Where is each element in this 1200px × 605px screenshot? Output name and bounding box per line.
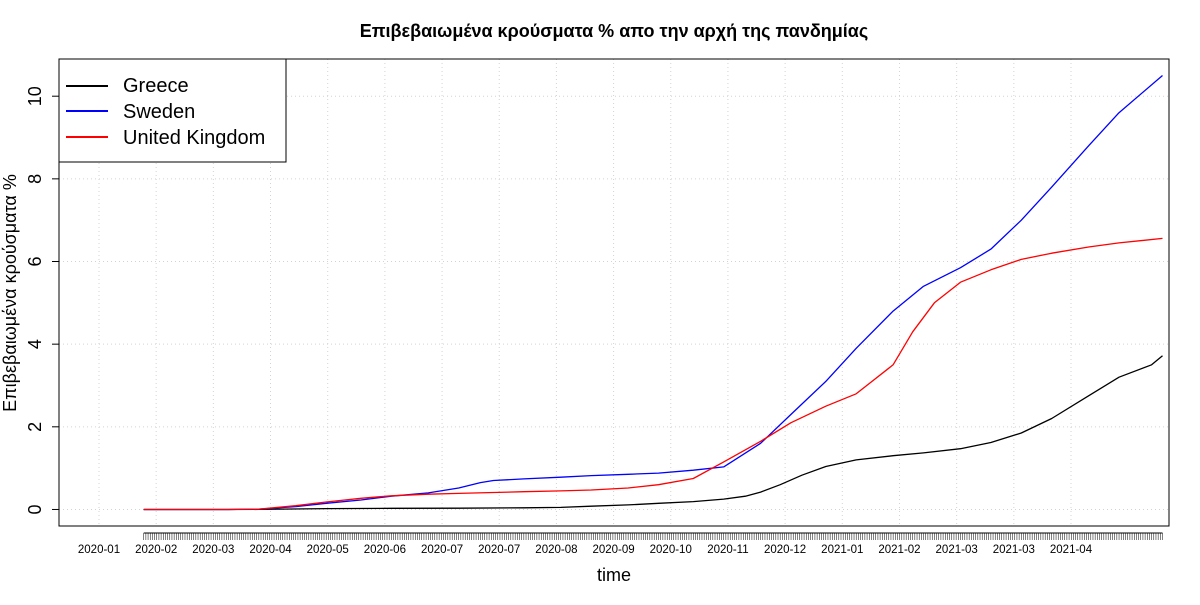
x-tick-label: 2020-07 [478,544,520,556]
x-tick-label: 2021-01 [821,544,863,556]
series-line-united-kingdom [143,237,1163,511]
y-tick-label: 6 [25,256,45,266]
legend-label-united-kingdom: United Kingdom [123,127,265,149]
y-tick-label: 8 [25,174,45,184]
y-tick-label: 2 [25,422,45,432]
x-tick-label: 2020-11 [707,544,748,556]
x-tick-label: 2020-08 [535,544,577,556]
legend-label-sweden: Sweden [123,101,195,123]
chart-title: Επιβεβαιωμένα κρούσματα % απο την αρχή τ… [360,21,868,41]
x-tick-label: 2020-03 [192,544,234,556]
x-axis: 2020-01 2020-02 2020-03 2020-04 2020-05 2020-… [78,532,1163,556]
x-tick-label: 2020-10 [650,544,692,556]
legend-label-greece: Greece [123,75,189,97]
x-tick-label: 2021-04 [1050,544,1093,556]
y-tick-label: 0 [25,504,45,514]
x-tick-label: 2020-02 [135,544,177,556]
x-tick-label: 2020-09 [592,544,634,556]
x-tick-label: 2020-06 [364,544,406,556]
plot-frame [58,58,1170,527]
x-tick-label: 2020-12 [764,544,806,556]
x-tick-label: 2020-01 [78,544,120,556]
y-tick-label: 4 [25,339,45,349]
legend: Greece Sweden United Kingdom [58,58,287,163]
x-tick-label: 2020-07 [421,544,463,556]
y-axis-label: Επιβεβαιωμένα κρούσματα % [0,174,20,412]
x-axis-label: time [597,565,631,585]
x-tick-label: 2021-03 [936,544,978,556]
y-tick-label: 10 [25,86,45,106]
series-layer [143,75,1163,511]
x-tick-label: 2020-05 [307,544,349,556]
y-axis: 0 2 4 6 8 10 [25,86,59,514]
series-line-greece [143,355,1163,511]
x-tick-label: 2021-02 [878,544,920,556]
x-tick-label: 2020-04 [249,544,292,556]
x-tick-label: 2021-03 [993,544,1035,556]
series-line-sweden [143,75,1163,511]
